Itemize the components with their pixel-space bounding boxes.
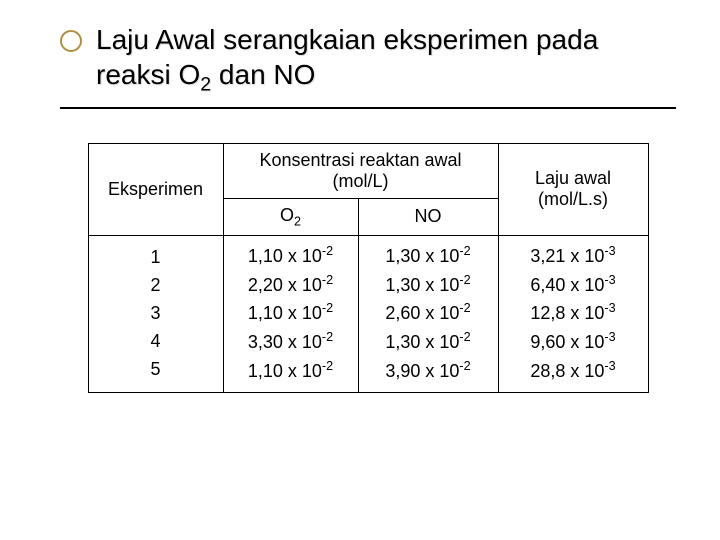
no-values-cell: 1,30 x 10-21,30 x 10-22,60 x 10-21,30 x … [358, 235, 498, 392]
header-no: NO [358, 199, 498, 236]
header-experiment: Eksperimen [88, 144, 223, 236]
table-body: 12345 1,10 x 10-22,20 x 10-21,10 x 10-23… [88, 235, 648, 392]
slide-title: Laju Awal serangkaian eksperimen pada re… [96, 22, 676, 97]
header-o2: O2 [223, 199, 358, 236]
experiment-table: Eksperimen Konsentrasi reaktan awal (mol… [88, 143, 649, 393]
experiment-numbers-cell: 12345 [88, 235, 223, 392]
bullet-icon [60, 30, 82, 52]
header-rate: Laju awal (mol/L.s) [498, 144, 648, 236]
rate-values-cell: 3,21 x 10-36,40 x 10-312,8 x 10-39,60 x … [498, 235, 648, 392]
header-concentration-group: Konsentrasi reaktan awal (mol/L) [223, 144, 498, 199]
title-underline [60, 107, 676, 109]
title-row: Laju Awal serangkaian eksperimen pada re… [60, 22, 676, 97]
o2-values-cell: 1,10 x 10-22,20 x 10-21,10 x 10-23,30 x … [223, 235, 358, 392]
slide: Laju Awal serangkaian eksperimen pada re… [0, 0, 720, 413]
table-header: Eksperimen Konsentrasi reaktan awal (mol… [88, 144, 648, 236]
